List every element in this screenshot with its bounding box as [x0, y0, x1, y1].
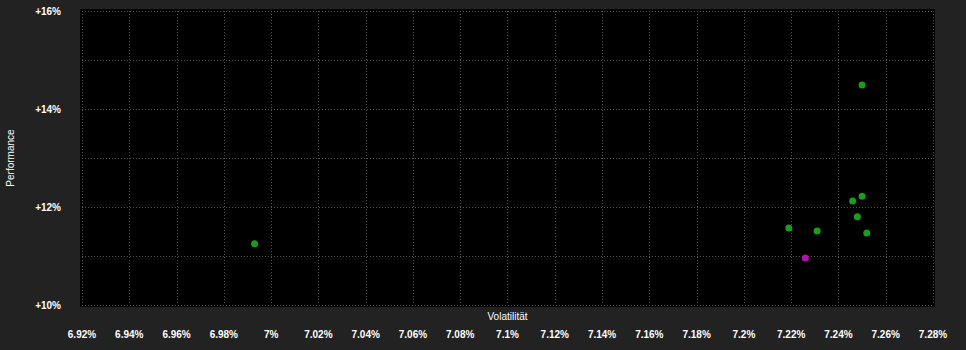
y-grid-line [82, 109, 933, 110]
x-grid-line [177, 11, 178, 305]
x-tick-label: 6.92% [68, 329, 96, 340]
y-tick-label: +16% [35, 6, 61, 17]
x-grid-line [129, 11, 130, 305]
x-tick-label: 7.22% [777, 329, 805, 340]
x-grid-line [413, 11, 414, 305]
y-minor-grid-line [82, 158, 933, 159]
y-tick-label: +12% [35, 202, 61, 213]
x-grid-line [366, 11, 367, 305]
x-grid-line [507, 11, 508, 305]
y-grid-line [82, 305, 933, 306]
x-grid-line [791, 11, 792, 305]
x-axis-label: Volatilität [487, 311, 527, 322]
x-tick-label: 6.98% [210, 329, 238, 340]
y-tick-label: +10% [35, 300, 61, 311]
x-tick-label: 7.18% [682, 329, 710, 340]
x-tick-label: 6.94% [115, 329, 143, 340]
x-tick-label: 7.24% [824, 329, 852, 340]
y-tick-label: +14% [35, 104, 61, 115]
x-tick-label: 7.1% [496, 329, 519, 340]
x-grid-line [744, 11, 745, 305]
x-tick-label: 7.08% [446, 329, 474, 340]
x-tick-label: 7.14% [588, 329, 616, 340]
point [785, 225, 792, 232]
background [0, 0, 966, 350]
x-grid-line [933, 11, 934, 305]
x-tick-label: 7.26% [872, 329, 900, 340]
point [863, 229, 870, 236]
x-tick-label: 7.04% [351, 329, 379, 340]
x-tick-label: 7.28% [919, 329, 947, 340]
x-grid-line [555, 11, 556, 305]
x-tick-label: 7.02% [304, 329, 332, 340]
y-axis-label: Performance [5, 129, 16, 187]
point [859, 193, 866, 200]
x-tick-label: 7.2% [732, 329, 755, 340]
chart: 6.92% 6.94% 6.96% 6.98% 7% 7.02% 7.04% 7.06% 7.0… [0, 0, 966, 350]
x-tick-label: 7.12% [541, 329, 569, 340]
x-tick-label: 7.16% [635, 329, 663, 340]
x-tick-label: 6.96% [162, 329, 190, 340]
point [859, 81, 866, 88]
point [802, 254, 809, 261]
y-minor-grid-line [82, 60, 933, 61]
point [814, 228, 821, 235]
y-grid-line [82, 207, 933, 208]
point [251, 240, 258, 247]
points [251, 81, 870, 261]
x-grid-line [602, 11, 603, 305]
point [849, 198, 856, 205]
plot-area [80, 9, 935, 307]
point [854, 213, 861, 220]
x-tick-label: 7.06% [399, 329, 427, 340]
x-grid-line [318, 11, 319, 305]
y-grid-line [82, 11, 933, 12]
x-grid-line [224, 11, 225, 305]
x-tick-label: 7% [264, 329, 279, 340]
